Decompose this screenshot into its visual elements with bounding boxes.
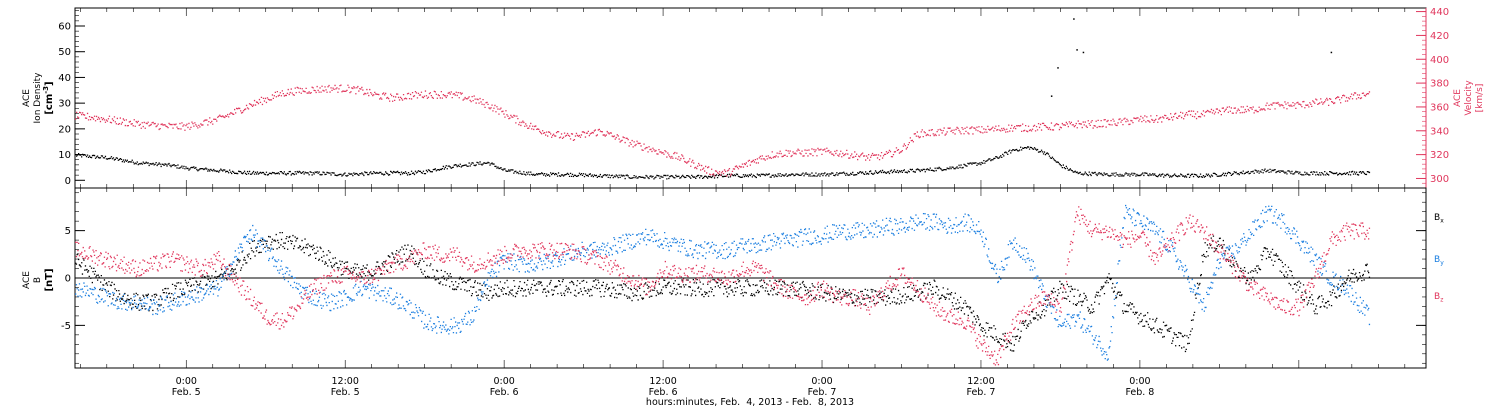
legend-by: By <box>1434 255 1444 267</box>
density-axis-unit: [cm-3] <box>42 81 55 114</box>
date-tick-label: Feb. 8 <box>1125 387 1154 398</box>
b-axis-title: ACE B [nT] <box>22 268 55 291</box>
density-outlier-point <box>1330 51 1333 54</box>
velocity-axis-minor-ticks <box>1422 11 1426 184</box>
density-unit-sup: -3 <box>42 86 50 94</box>
b-tick-label: 5 <box>65 226 71 237</box>
time-axis-ticks <box>79 8 1406 368</box>
b-axis-title-line3: [nT] <box>44 268 55 291</box>
velocity-tick-label: 360 <box>1430 102 1449 113</box>
legend-sub: y <box>1440 260 1444 267</box>
time-tick-label: 0:00 <box>493 376 514 387</box>
velocity-axis-title-line2: Velocity <box>1464 80 1474 116</box>
density-outlier-point <box>1050 95 1053 97</box>
bz-series <box>75 206 1371 366</box>
velocity-tick-label: 440 <box>1430 7 1449 18</box>
time-tick-label: 0:00 <box>176 376 197 387</box>
legend-sub: x <box>1440 218 1444 225</box>
density-tick-label: 10 <box>58 150 71 161</box>
density-axis-title: ACE Ion Density [cm-3] <box>22 72 55 124</box>
legend-sub: z <box>1440 297 1443 304</box>
density-outlier-point <box>1073 18 1075 20</box>
b-tick-label: 0 <box>65 274 71 285</box>
date-tick-label: Feb. 5 <box>331 387 360 398</box>
density-axis-ticks: 0 10 20 30 40 50 60 <box>58 22 85 187</box>
b-axis-ticks: -5 0 5 <box>61 192 1426 364</box>
b-axis-title-line2: B <box>33 277 43 283</box>
time-tick-label: 0:00 <box>1129 376 1150 387</box>
density-axis-title-line2: Ion Density <box>33 72 43 124</box>
density-axis-title-line1: ACE <box>22 89 32 107</box>
ion-density-series <box>75 146 1371 180</box>
top-panel: 0 10 20 30 40 50 60 300 320 340 360 380 400 420 440 A… <box>22 7 1485 189</box>
velocity-axis-title-line1: ACE <box>1453 89 1463 107</box>
date-tick-label: Feb. 7 <box>808 387 837 398</box>
date-tick-label: Feb. 7 <box>967 387 996 398</box>
b-tick-label: -5 <box>61 321 71 332</box>
b-axis-title-line1: ACE <box>22 271 32 289</box>
velocity-axis-title: ACE Velocity [km/s] <box>1453 80 1485 116</box>
velocity-tick-label: 340 <box>1430 126 1449 137</box>
date-tick-label: Feb. 6 <box>490 387 519 398</box>
density-unit-prefix: [cm <box>44 94 55 115</box>
velocity-axis-ticks: 300 320 340 360 380 400 420 440 <box>1416 7 1449 188</box>
velocity-tick-label: 380 <box>1430 79 1449 90</box>
density-tick-label: 60 <box>58 22 71 33</box>
density-tick-label: 0 <box>65 176 71 187</box>
bx-series <box>75 232 1371 353</box>
bottom-panel-series <box>75 204 1371 366</box>
velocity-tick-label: 300 <box>1430 174 1449 185</box>
legend-bx: Bx <box>1434 213 1444 225</box>
legend-base: B <box>1434 255 1440 265</box>
density-outlier-point <box>1076 49 1078 51</box>
date-tick-label: Feb. 5 <box>172 387 201 398</box>
velocity-series <box>75 84 1371 177</box>
velocity-axis-title-line3: [km/s] <box>1475 84 1485 113</box>
time-axis-title: hours:minutes, Feb. 4, 2013 - Feb. 8, 20… <box>646 397 854 408</box>
density-outlier-point <box>1082 51 1085 54</box>
date-tick-label: Feb. 6 <box>649 387 678 398</box>
velocity-tick-label: 320 <box>1430 150 1449 161</box>
density-unit-suffix: ] <box>44 81 55 86</box>
legend-base: B <box>1434 292 1440 302</box>
density-tick-label: 20 <box>58 124 71 135</box>
time-tick-label: 12:00 <box>967 376 994 387</box>
top-panel-series <box>75 18 1371 180</box>
density-outlier-point <box>1057 67 1059 69</box>
legend-bz: Bz <box>1434 292 1443 304</box>
velocity-tick-label: 400 <box>1430 55 1449 66</box>
time-tick-label: 12:00 <box>649 376 676 387</box>
time-tick-label: 0:00 <box>811 376 832 387</box>
density-tick-label: 50 <box>58 47 71 58</box>
density-tick-label: 30 <box>58 99 71 110</box>
legend-base: B <box>1434 213 1440 223</box>
top-panel-frame <box>74 7 1427 189</box>
velocity-tick-label: 420 <box>1430 31 1449 42</box>
density-tick-label: 40 <box>58 73 71 84</box>
time-tick-label: 12:00 <box>332 376 359 387</box>
